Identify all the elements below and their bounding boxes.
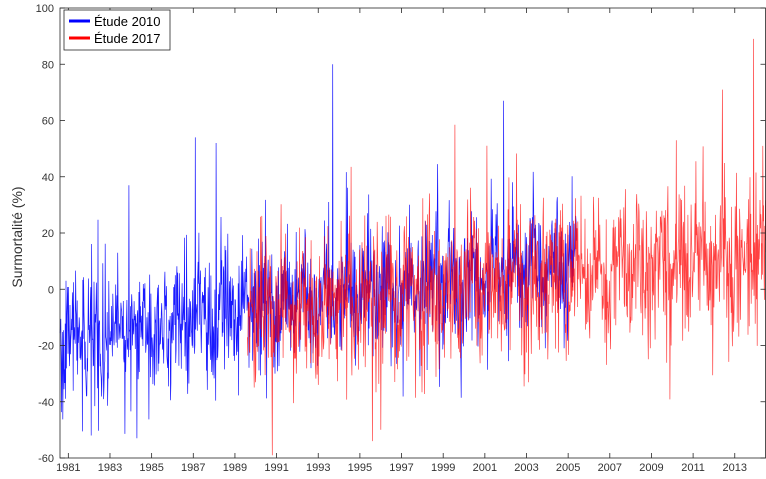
y-tick-label: 40 <box>42 172 54 184</box>
legend: Étude 2010 Étude 2017 <box>63 9 171 51</box>
x-tick-label: 1981 <box>56 462 80 474</box>
legend-label-2: Étude 2017 <box>94 31 161 46</box>
x-tick-label: 1991 <box>264 462 288 474</box>
y-tick-label: 80 <box>42 59 54 71</box>
y-tick-label: 20 <box>42 228 54 240</box>
x-tick-label: 1985 <box>139 462 163 474</box>
x-tick-label: 2005 <box>556 462 580 474</box>
plot-background <box>60 8 766 458</box>
x-tick-label: 2003 <box>514 462 538 474</box>
y-tick-label: 60 <box>42 116 54 128</box>
series-line-2 <box>247 38 766 456</box>
y-tick-label: -60 <box>38 453 54 465</box>
y-tick-label: 100 <box>36 3 54 15</box>
x-tick-label: 1999 <box>431 462 455 474</box>
x-tick-label: 1993 <box>306 462 330 474</box>
x-tick-label: 2009 <box>639 462 663 474</box>
x-tick-label: 2001 <box>473 462 497 474</box>
x-tick-label: 1995 <box>348 462 372 474</box>
x-tick-label: 1989 <box>223 462 247 474</box>
legend-box <box>63 9 171 51</box>
y-tick-label: 0 <box>48 284 54 296</box>
y-tick-label: -20 <box>38 341 54 353</box>
x-tick-label: 1983 <box>98 462 122 474</box>
x-tick-label: 1987 <box>181 462 205 474</box>
x-tick-label: 2013 <box>723 462 747 474</box>
x-tick-label: 1997 <box>389 462 413 474</box>
legend-label-1: Étude 2010 <box>94 14 161 29</box>
x-tick-label: 2007 <box>598 462 622 474</box>
plot-area <box>60 8 766 458</box>
series-layer <box>59 38 766 456</box>
x-tick-label: 2011 <box>681 462 705 474</box>
y-tick-label: -40 <box>38 397 54 409</box>
y-axis-label: Surmortalité (%) <box>9 186 25 287</box>
